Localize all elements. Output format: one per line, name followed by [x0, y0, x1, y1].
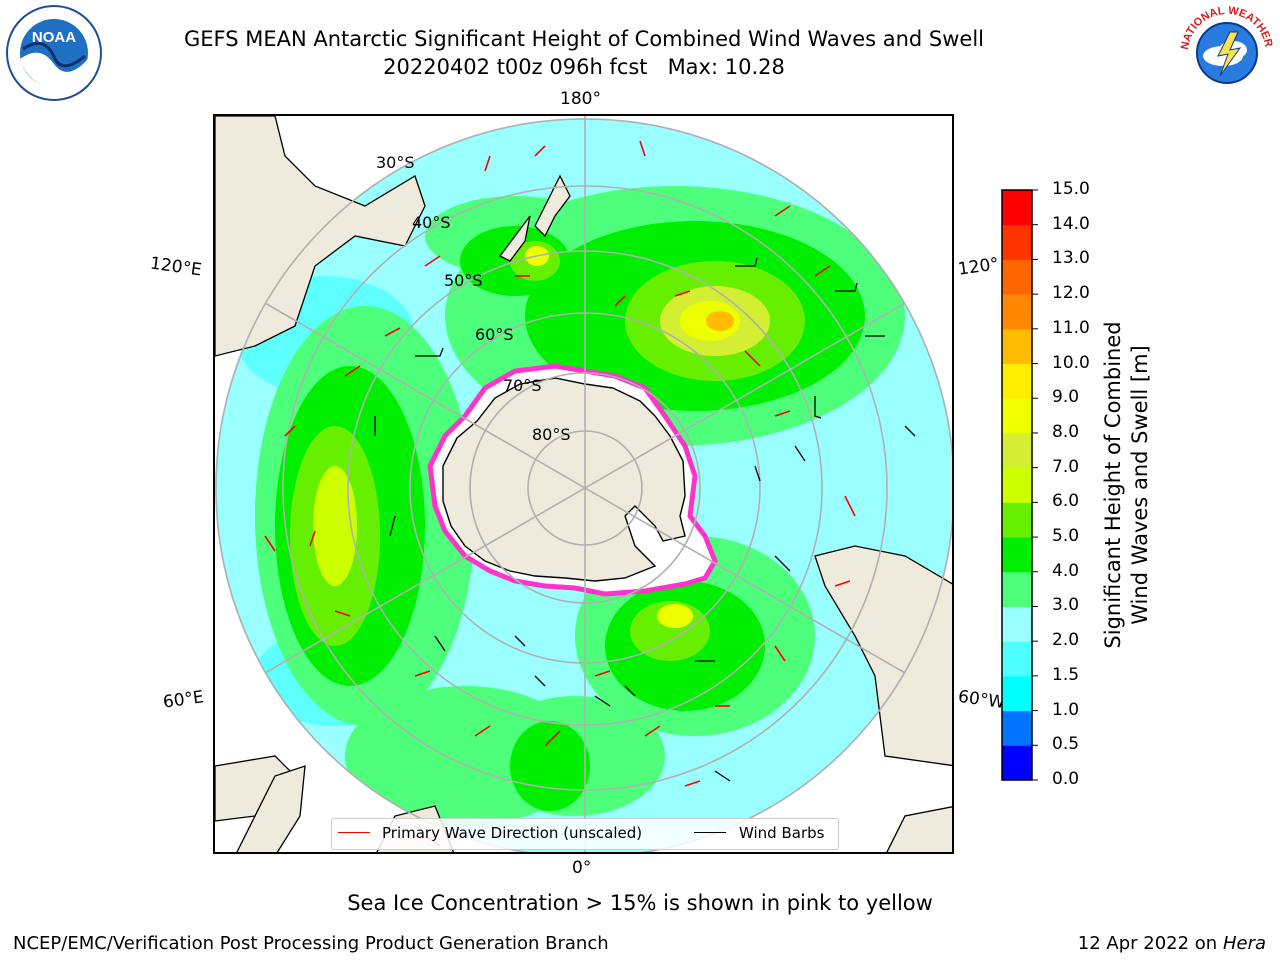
nws-logo: NATIONAL WEATHER SERVICE [1178, 4, 1275, 99]
colorbar-tick-label: 7.0 [1052, 456, 1080, 477]
colorbar-tick-label: 0.0 [1052, 769, 1080, 789]
colorbar-band [1002, 502, 1032, 538]
colorbar-title-line2: Wind Waves and Swell [m] [1128, 345, 1152, 625]
polar-map [215, 116, 952, 852]
colorbar-tick-label: 15.0 [1052, 179, 1090, 199]
lat-label-70s: 70°S [503, 376, 542, 395]
colorbar-tick-label: 1.5 [1052, 664, 1080, 685]
host-name: Hera [1222, 933, 1266, 954]
land-masses [215, 116, 952, 852]
producer-credit: NCEP/EMC/Verification Post Processing Pr… [13, 933, 609, 954]
lon-label-120e: 120°E [148, 253, 203, 281]
colorbar-title-line1: Significant Height of Combined [1101, 321, 1125, 648]
colorbar-tick-label: 10.0 [1052, 352, 1090, 373]
lat-label-80s: 80°S [532, 425, 571, 444]
lon-label-120w: 120° [956, 254, 1001, 280]
colorbar-band [1002, 710, 1032, 746]
colorbar-tick-label: 4.0 [1052, 560, 1080, 581]
colorbar-band [1002, 432, 1032, 469]
colorbar-band [1002, 537, 1032, 573]
sea-ice-note: Sea Ice Concentration > 15% is shown in … [347, 891, 933, 915]
colorbar-tick-label: 13.0 [1052, 248, 1090, 269]
noaa-logo: NOAA [6, 5, 102, 101]
wind-barb-legend-line [694, 832, 726, 833]
lon-label-60e: 60°E [161, 687, 206, 713]
colorbar-tick-label: 8.0 [1052, 421, 1080, 442]
colorbar-band [1002, 745, 1032, 781]
wave-direction-arrows [264, 140, 856, 847]
colorbar-tick-label: 14.0 [1052, 213, 1090, 234]
colorbar [1001, 189, 1038, 781]
colorbar-tick-label: 11.0 [1052, 317, 1090, 338]
colorbar-band [1002, 328, 1032, 365]
lon-label-0: 0° [572, 858, 592, 878]
colorbar-tick-label: 2.0 [1052, 630, 1080, 651]
lon-label-180: 180° [560, 89, 601, 109]
colorbar-band [1002, 675, 1032, 712]
colorbar-tick-label: 6.0 [1052, 491, 1080, 512]
map-subtitle: 20220402 t00z 096h fcst Max: 10.28 [383, 55, 785, 79]
colorbar-tick-label: 5.0 [1052, 526, 1080, 547]
colorbar-band [1002, 571, 1032, 607]
graticule [215, 116, 952, 852]
colorbar-band [1002, 467, 1032, 503]
colorbar-band [1002, 190, 1032, 226]
colorbar-band [1002, 363, 1032, 399]
colorbar-band [1002, 641, 1032, 677]
lat-label-30s: 30°S [376, 153, 415, 172]
wave-direction-legend-label: Primary Wave Direction (unscaled) [382, 824, 643, 842]
lat-label-50s: 50°S [444, 271, 483, 290]
map-title: GEFS MEAN Antarctic Significant Height o… [183, 27, 985, 51]
colorbar-band [1002, 224, 1032, 260]
colorbar-band [1002, 606, 1032, 642]
wind-barb-legend-label: Wind Barbs [739, 824, 825, 842]
noaa-logo-text: NOAA [32, 29, 76, 46]
lat-label-60s: 60°S [475, 325, 514, 344]
generation-date-text: 12 Apr 2022 on [1077, 933, 1223, 954]
colorbar-tick-label: 3.0 [1052, 595, 1080, 616]
colorbar-tick-label: 1.0 [1052, 699, 1080, 720]
generation-date: 12 Apr 2022 on Hera [1078, 933, 1266, 954]
colorbar-band [1002, 294, 1032, 330]
colorbar-band [1002, 259, 1032, 295]
antarctica-land [442, 377, 686, 582]
map-legend: Primary Wave Direction (unscaled) Wind B… [331, 818, 839, 850]
wave-direction-legend-line [338, 832, 370, 833]
wind-barbs [374, 257, 916, 782]
colorbar-tick-label: 12.0 [1052, 283, 1090, 304]
colorbar-band [1002, 398, 1032, 434]
colorbar-frame [1001, 189, 1033, 781]
lon-label-60w: 60°W [956, 686, 1007, 714]
colorbar-tick-label: 9.0 [1052, 387, 1080, 408]
colorbar-tick-label: 0.5 [1052, 734, 1080, 755]
lat-label-40s: 40°S [412, 213, 451, 232]
map-panel[interactable] [213, 114, 954, 854]
colorbar-title: Significant Height of Combined Wind Wave… [1101, 321, 1152, 648]
